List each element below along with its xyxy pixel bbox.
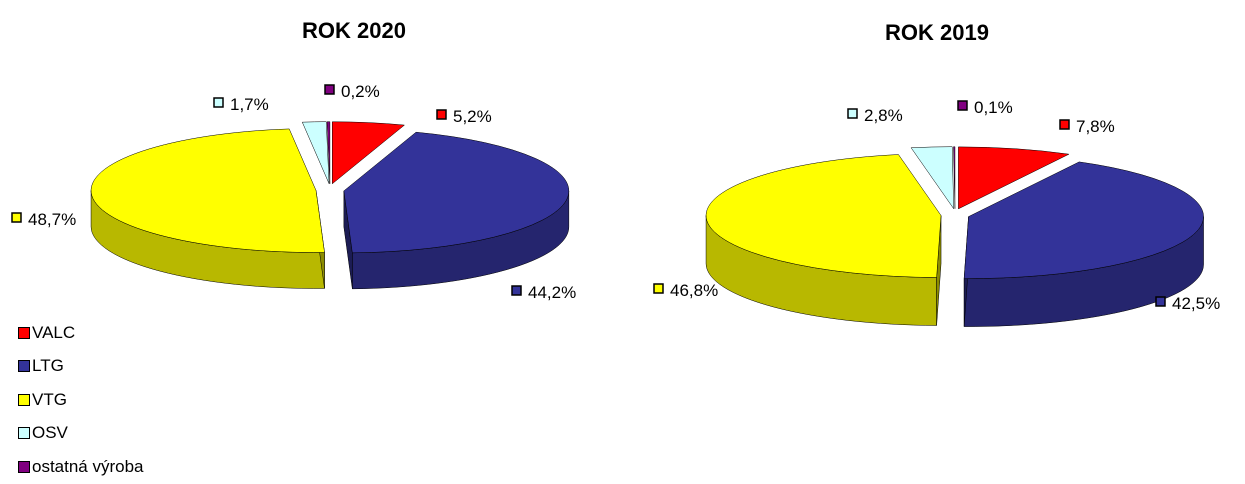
pie-slice-valc xyxy=(958,146,1070,210)
data-label-ltg: 42,5% xyxy=(1172,294,1220,313)
pie-slice-vtg xyxy=(90,128,325,289)
data-label-marker-icon xyxy=(653,283,664,294)
legend-label: VTG xyxy=(32,389,67,409)
data-label-vtg: 48,7% xyxy=(28,210,76,229)
pie-slice-vtg xyxy=(705,154,942,326)
chart-title-2019: ROK 2019 xyxy=(885,20,989,45)
chart-title-2020: ROK 2020 xyxy=(302,18,406,43)
pie-slice-top xyxy=(963,161,1204,279)
legend-item-ltg: LTG xyxy=(18,350,144,384)
pie-slice-ltg xyxy=(343,131,570,290)
data-label-ostatna-vyroba: 0,1% xyxy=(974,98,1013,117)
legend-swatch-icon xyxy=(18,360,30,373)
pie-slice-top xyxy=(332,121,406,185)
legend-label: OSV xyxy=(32,423,68,443)
data-label-ostatna-vyroba: 0,2% xyxy=(341,82,380,101)
pie-2020: 5,2% 44,2% 48,7% 1,7% 0,2% xyxy=(11,82,576,302)
pie-slice-top xyxy=(705,154,942,278)
legend-swatch-icon xyxy=(18,460,30,473)
legend: VALC LTG VTG OSV ostatná výroba xyxy=(18,316,144,484)
pie-slice-ostatna-vyroba xyxy=(326,121,331,184)
pie-slice-osv xyxy=(301,121,330,184)
legend-label: LTG xyxy=(32,356,64,376)
legend-item-vtg: VTG xyxy=(18,383,144,417)
data-label-osv: 2,8% xyxy=(864,106,903,125)
data-label-valc: 7,8% xyxy=(1076,117,1115,136)
legend-label: VALC xyxy=(32,322,76,342)
data-label-ltg: 44,2% xyxy=(528,283,576,302)
legend-swatch-icon xyxy=(18,326,30,339)
pie-slice-top xyxy=(301,121,330,184)
legend-swatch-icon xyxy=(18,393,30,406)
data-label-marker-icon xyxy=(847,108,858,119)
pie-charts: ROK 2020 ROK 2019 5,2% 44,2% 48,7% 1,7% 0,2%… xyxy=(11,18,1220,327)
legend-item-valc: VALC xyxy=(18,316,144,350)
legend-swatch-icon xyxy=(18,427,30,440)
data-label-marker-icon xyxy=(11,212,22,223)
legend-item-ostatna-vyroba: ostatná výroba xyxy=(18,450,144,484)
pie-slice-top xyxy=(958,146,1070,210)
pie-slice-osv xyxy=(910,146,954,210)
pie-slice-top xyxy=(953,146,956,209)
pie-slice-ltg xyxy=(963,161,1204,327)
pie-slice-top xyxy=(90,128,325,253)
pie-slice-ostatna-vyroba xyxy=(953,146,956,209)
data-label-marker-icon xyxy=(213,97,224,108)
data-label-vtg: 46,8% xyxy=(670,281,718,300)
data-label-marker-icon xyxy=(324,84,335,95)
legend-item-osv: OSV xyxy=(18,417,144,451)
pie-slice-top xyxy=(343,131,570,254)
pie-slice-top xyxy=(326,121,331,184)
data-label-marker-icon xyxy=(957,100,968,111)
legend-label: ostatná výroba xyxy=(32,456,144,476)
pie-slice-valc xyxy=(332,121,406,185)
data-label-osv: 1,7% xyxy=(230,95,269,114)
data-label-marker-icon xyxy=(1059,119,1070,130)
data-label-marker-icon xyxy=(1155,296,1166,307)
data-label-valc: 5,2% xyxy=(453,107,492,126)
data-label-marker-icon xyxy=(511,285,522,296)
data-label-marker-icon xyxy=(436,109,447,120)
pie-2019: 7,8% 42,5% 46,8% 2,8% 0,1% xyxy=(653,98,1220,327)
pie-slice-top xyxy=(910,146,954,210)
